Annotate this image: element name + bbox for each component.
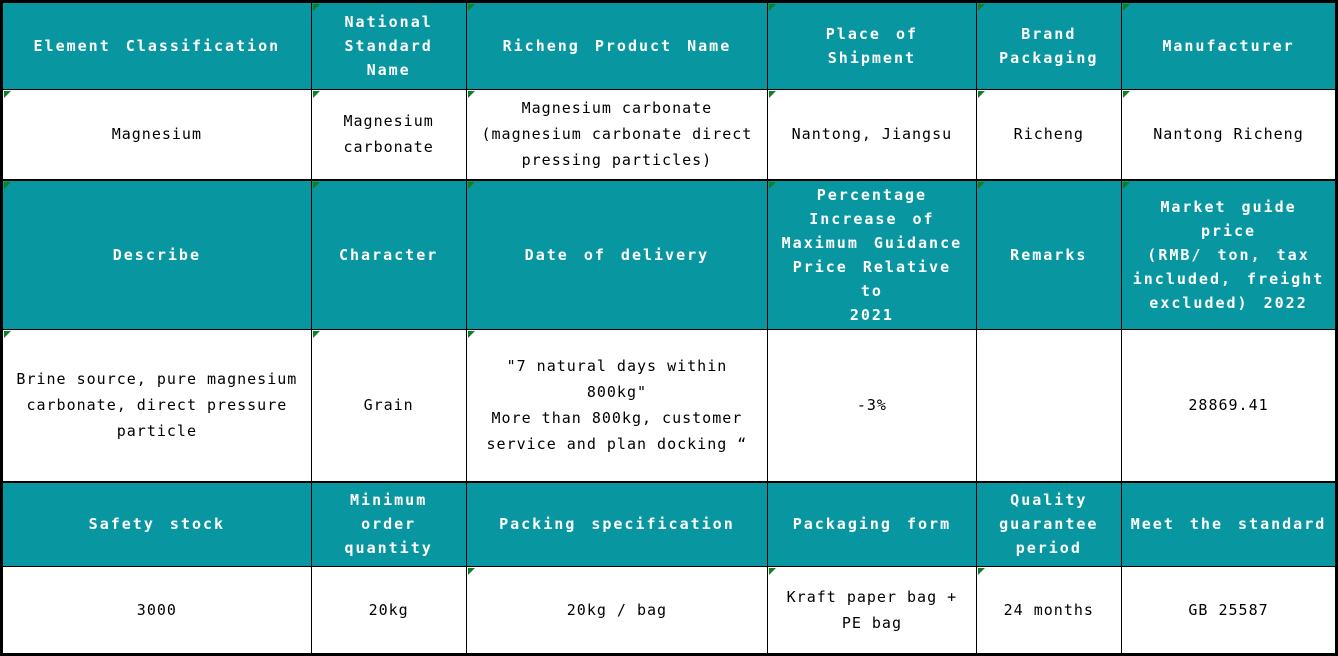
header-safety-stock: Safety stock — [1, 480, 312, 567]
header-manufacturer: Manufacturer — [1121, 0, 1337, 90]
value-richeng-product-name: Magnesium carbonate (magnesium carbonate… — [465, 89, 769, 180]
header-national-standard-name: National Standard Name — [310, 0, 467, 90]
header-describe: Describe — [1, 178, 312, 330]
data-row-3: 3000 20kg 20kg / bag Kraft paper bag + P… — [1, 566, 1337, 655]
cell-corner-marker-icon — [312, 4, 320, 11]
value-minimum-order-quantity: 20kg — [310, 566, 467, 655]
value-remarks — [975, 329, 1123, 482]
cell-corner-marker-icon — [467, 4, 475, 11]
cell-corner-marker-icon — [769, 4, 777, 11]
value-date-of-delivery: "7 natural days within 800kg" More than … — [465, 329, 769, 482]
cell-corner-marker-icon — [312, 331, 320, 338]
cell-corner-marker-icon — [1123, 91, 1131, 98]
value-element-classification: Magnesium — [1, 89, 312, 180]
cell-corner-marker-icon — [977, 91, 985, 98]
header-row-1: Element Classification National Standard… — [1, 0, 1337, 90]
value-brand-packaging: Richeng — [975, 89, 1123, 180]
cell-corner-marker-icon — [769, 568, 777, 575]
cell-corner-marker-icon — [977, 568, 985, 575]
cell-corner-marker-icon — [467, 91, 475, 98]
header-row-3: Safety stock Minimum order quantity Pack… — [1, 480, 1337, 567]
cell-corner-marker-icon — [4, 331, 11, 338]
header-element-classification: Element Classification — [1, 0, 312, 90]
value-describe: Brine source, pure magnesium carbonate, … — [1, 329, 312, 482]
header-date-of-delivery: Date of delivery — [465, 178, 769, 330]
value-packaging-form: Kraft paper bag + PE bag — [767, 566, 977, 655]
value-meet-the-standard: GB 25587 — [1121, 566, 1337, 655]
cell-corner-marker-icon — [1123, 4, 1131, 11]
header-market-guide-price: Market guide price (RMB/ ton, tax includ… — [1121, 178, 1337, 330]
cell-corner-marker-icon — [977, 4, 985, 11]
value-market-guide-price: 28869.41 — [1121, 329, 1337, 482]
value-manufacturer: Nantong Richeng — [1121, 89, 1337, 180]
value-safety-stock: 3000 — [1, 566, 312, 655]
cell-corner-marker-icon — [4, 181, 11, 189]
header-packaging-form: Packaging form — [767, 480, 977, 567]
value-character: Grain — [310, 329, 467, 482]
cell-corner-marker-icon — [312, 181, 320, 189]
cell-corner-marker-icon — [467, 331, 475, 338]
header-brand-packaging: Brand Packaging — [975, 0, 1123, 90]
header-minimum-order-quantity: Minimum order quantity — [310, 480, 467, 567]
header-character: Character — [310, 178, 467, 330]
header-place-of-shipment: Place of Shipment — [767, 0, 977, 90]
header-meet-the-standard: Meet the standard — [1121, 480, 1337, 567]
cell-corner-marker-icon — [977, 181, 985, 189]
value-quality-guarantee-period: 24 months — [975, 566, 1123, 655]
cell-corner-marker-icon — [1123, 181, 1131, 189]
value-packing-specification: 20kg / bag — [465, 566, 769, 655]
header-quality-guarantee-period: Quality guarantee period — [975, 480, 1123, 567]
header-row-2: Describe Character Date of delivery Perc… — [1, 178, 1337, 330]
header-richeng-product-name: Richeng Product Name — [465, 0, 769, 90]
cell-corner-marker-icon — [769, 181, 777, 189]
cell-corner-marker-icon — [4, 91, 11, 98]
cell-corner-marker-icon — [312, 91, 320, 98]
header-percentage-increase: Percentage Increase of Maximum Guidance … — [767, 178, 977, 330]
value-place-of-shipment: Nantong, Jiangsu — [767, 89, 977, 180]
data-row-2: Brine source, pure magnesium carbonate, … — [1, 329, 1337, 482]
header-packing-specification: Packing specification — [465, 480, 769, 567]
value-national-standard-name: Magnesium carbonate — [310, 89, 467, 180]
data-row-1: Magnesium Magnesium carbonate Magnesium … — [1, 89, 1337, 180]
header-remarks: Remarks — [975, 178, 1123, 330]
cell-corner-marker-icon — [769, 91, 777, 98]
cell-corner-marker-icon — [467, 181, 475, 189]
cell-corner-marker-icon — [467, 568, 475, 575]
value-percentage-increase: -3% — [767, 329, 977, 482]
